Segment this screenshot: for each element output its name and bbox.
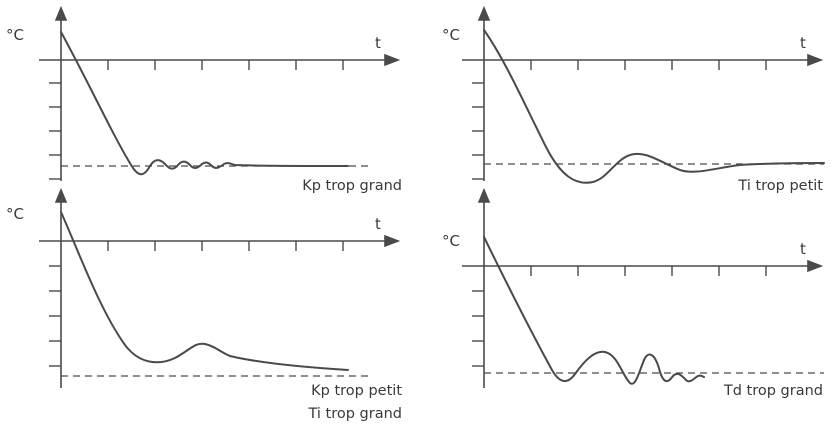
x-axis-arrow [384,234,401,248]
response-curve [483,29,825,184]
y-axis-label: °C [6,26,24,44]
panel-ti-too-low: °C t Ti trop petit [442,5,825,194]
panel-td-too-high: °C t Td trop grand [442,187,824,399]
x-axis-label: t [375,34,381,52]
y-axis-arrow [477,187,491,203]
panel-kp-too-high: °C t Kp trop grand [6,5,402,194]
y-axis-arrow [54,5,68,21]
x-axis-arrow [384,53,401,67]
response-curve [60,211,349,371]
y-axis-arrow [54,187,68,203]
caption-line-1: Ti trop petit [737,178,823,194]
y-ticks [49,265,61,367]
response-curve [60,31,349,176]
x-ticks [107,241,344,251]
y-axis-label: °C [442,232,460,250]
x-ticks [530,266,767,276]
caption-line-1: Td trop grand [723,383,823,399]
caption-line-2: Ti trop grand [307,406,402,422]
y-axis-label: °C [442,26,460,44]
panel-kp-too-low-ti-too-high: °C t Kp trop petit Ti trop grand [6,187,402,422]
caption-line-1: Kp trop grand [302,178,402,194]
x-axis-label: t [800,34,806,52]
x-axis-label: t [800,240,806,258]
response-curve [483,236,705,385]
y-axis-label: °C [6,205,24,223]
x-axis-label: t [375,215,381,233]
x-ticks [530,60,767,70]
caption-line-1: Kp trop petit [311,383,402,399]
x-axis-arrow [807,259,824,273]
x-ticks [107,60,344,70]
y-axis-arrow [477,5,491,21]
y-ticks [49,82,61,180]
x-axis-arrow [807,53,824,67]
y-ticks [472,82,484,180]
y-ticks [472,290,484,367]
